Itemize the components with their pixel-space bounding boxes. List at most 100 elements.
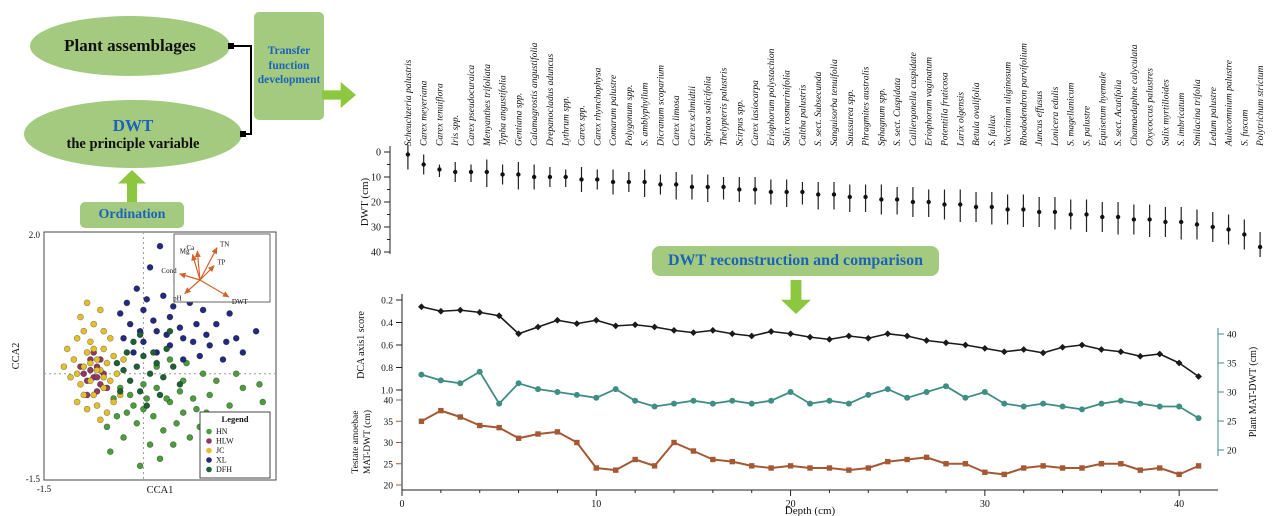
svg-text:2.0: 2.0: [29, 230, 41, 240]
svg-text:TP: TP: [217, 259, 225, 267]
svg-text:Carex spp.: Carex spp.: [577, 105, 587, 146]
svg-text:0.2: 0.2: [381, 297, 393, 307]
svg-text:Spiraea salicifolia: Spiraea salicifolia: [703, 76, 714, 146]
svg-text:Legend: Legend: [222, 414, 249, 424]
dwt-reconstruction-box: DWT reconstruction and comparison: [652, 246, 939, 276]
svg-text:S. amblyphyllum: S. amblyphyllum: [641, 83, 651, 146]
svg-text:40: 40: [1227, 331, 1237, 341]
svg-text:Polytrichum strictum: Polytrichum strictum: [1256, 65, 1266, 147]
plant-assemblages-node: Plant assemblages: [30, 16, 230, 76]
svg-text:JC: JC: [216, 446, 224, 455]
svg-text:25: 25: [384, 460, 394, 470]
svg-text:Juncus effusus: Juncus effusus: [1034, 91, 1045, 146]
svg-text:0: 0: [376, 148, 381, 159]
svg-text:Menyanthes trifoliata: Menyanthes trifoliata: [482, 64, 493, 147]
svg-text:S. sect. Cuspidata: S. sect. Cuspidata: [893, 78, 903, 146]
species-dwt-axis: 0 10 20 30 40 DWT (cm): [359, 146, 391, 259]
svg-text:10: 10: [591, 499, 601, 510]
svg-text:Sphagnum spp.: Sphagnum spp.: [877, 88, 887, 146]
ordination-label: Ordination: [98, 207, 166, 222]
svg-text:25: 25: [1227, 418, 1237, 428]
svg-text:0: 0: [400, 499, 405, 510]
species-tolerance-bars: Scheuchzeria palustris Carex meyeriana Car…: [404, 42, 1266, 257]
svg-text:1.0: 1.0: [381, 387, 393, 397]
connector-line: [242, 133, 252, 135]
svg-text:Rhododendron parvifolium: Rhododendron parvifolium: [1018, 43, 1029, 147]
svg-text:Sanguisorba tenuifolia: Sanguisorba tenuifolia: [829, 59, 840, 146]
svg-text:Carex pseudocuraica: Carex pseudocuraica: [467, 65, 477, 146]
svg-text:40: 40: [371, 248, 381, 259]
svg-text:Potentilla fruticosa: Potentilla fruticosa: [939, 72, 950, 147]
svg-text:Lythrum spp.: Lythrum spp.: [562, 96, 572, 147]
dca-axis1-series: [418, 303, 1202, 380]
svg-text:DWT (cm): DWT (cm): [359, 177, 371, 226]
svg-text:0.4: 0.4: [381, 319, 393, 329]
svg-text:Scirpus spp.: Scirpus spp.: [735, 100, 745, 146]
svg-text:Mg: Mg: [180, 248, 190, 256]
svg-text:20: 20: [384, 482, 394, 492]
svg-text:Larix olgensis: Larix olgensis: [956, 92, 966, 147]
svg-text:Ca: Ca: [186, 244, 195, 252]
svg-text:35: 35: [1227, 360, 1237, 370]
svg-text:Betula ovalifolia: Betula ovalifolia: [971, 82, 982, 146]
plant-mat-dwt-series: [418, 368, 1202, 422]
svg-text:Chamaedaphne calyculata: Chamaedaphne calyculata: [1130, 44, 1140, 146]
svg-text:DWT: DWT: [232, 298, 249, 306]
species-dwt-optima-plot: 0 10 20 30 40 DWT (cm) Scheuchzeria palustris C…: [359, 42, 1266, 259]
svg-text:30: 30: [1227, 389, 1237, 399]
svg-text:Salix myrtilloides: Salix myrtilloides: [1161, 79, 1171, 146]
connector-handle: [228, 43, 234, 49]
svg-text:MAT-DWT (cm): MAT-DWT (cm): [362, 410, 373, 474]
svg-text:HLW: HLW: [216, 437, 234, 446]
svg-text:Carex limosa: Carex limosa: [672, 95, 682, 146]
svg-text:30: 30: [371, 223, 381, 234]
svg-text:20: 20: [1227, 447, 1237, 457]
svg-text:Thelypteris palustris: Thelypteris palustris: [720, 67, 730, 146]
svg-text:Carex schmidtii: Carex schmidtii: [688, 86, 698, 146]
dwt-title: DWT: [112, 115, 154, 135]
dwt-subtitle: the principle variable: [66, 135, 200, 152]
svg-text:S. fuscum: S. fuscum: [1239, 109, 1250, 146]
svg-text:HN: HN: [216, 427, 228, 436]
svg-text:Aulacomnium palustre: Aulacomnium palustre: [1225, 60, 1235, 147]
svg-text:S. fallax: S. fallax: [987, 114, 998, 146]
testate-mat-dwt-series: [418, 407, 1202, 478]
svg-text:Polygonum spp.: Polygonum spp.: [625, 85, 635, 147]
svg-text:0.8: 0.8: [381, 364, 393, 374]
svg-text:XL: XL: [216, 456, 227, 465]
svg-text:Carex rhynchophysa: Carex rhynchophysa: [593, 67, 603, 146]
svg-text:20: 20: [371, 198, 381, 209]
svg-text:Dicranum scoparium: Dicranum scoparium: [656, 65, 666, 147]
svg-text:DCA axis1 score: DCA axis1 score: [356, 311, 367, 379]
cca-points: [60, 242, 267, 470]
svg-text:Phragmites australis: Phragmites australis: [862, 66, 872, 147]
svg-text:30: 30: [980, 499, 990, 510]
svg-text:Vaccinium uliginosum: Vaccinium uliginosum: [1004, 62, 1014, 146]
svg-text:10: 10: [371, 173, 381, 184]
svg-text:Oxycoccus palustres: Oxycoccus palustres: [1146, 68, 1156, 146]
svg-text:Iris spp.: Iris spp.: [451, 115, 461, 147]
connector-line: [250, 45, 252, 135]
connector-handle: [240, 131, 246, 137]
up-arrow-icon: [118, 170, 146, 202]
svg-text:Comarum palustre: Comarum palustre: [609, 75, 619, 146]
svg-text:S. sect. Acutifolia: S. sect. Acutifolia: [1113, 79, 1124, 146]
ordination-box: Ordination: [80, 202, 184, 228]
svg-text:Scheuchzeria palustris: Scheuchzeria palustris: [404, 59, 414, 146]
svg-text:Eriophorum polystachion: Eriophorum polystachion: [767, 48, 777, 147]
svg-text:Gentiana spp.: Gentiana spp.: [514, 93, 524, 146]
svg-text:Carex tenuiflora: Carex tenuiflora: [434, 83, 445, 146]
svg-text:TN: TN: [220, 241, 229, 249]
svg-text:Eriophorum vaginatum: Eriophorum vaginatum: [925, 57, 935, 147]
svg-text:Testate amoebae: Testate amoebae: [351, 411, 361, 474]
svg-text:Saussurea spp.: Saussurea spp.: [846, 89, 856, 146]
svg-text:CCA1: CCA1: [147, 485, 174, 496]
svg-text:Equisetum hyemale: Equisetum hyemale: [1098, 72, 1108, 147]
svg-text:Typha angustifolia: Typha angustifolia: [498, 75, 509, 146]
transfer-function-label: Transfer function development: [257, 44, 321, 87]
